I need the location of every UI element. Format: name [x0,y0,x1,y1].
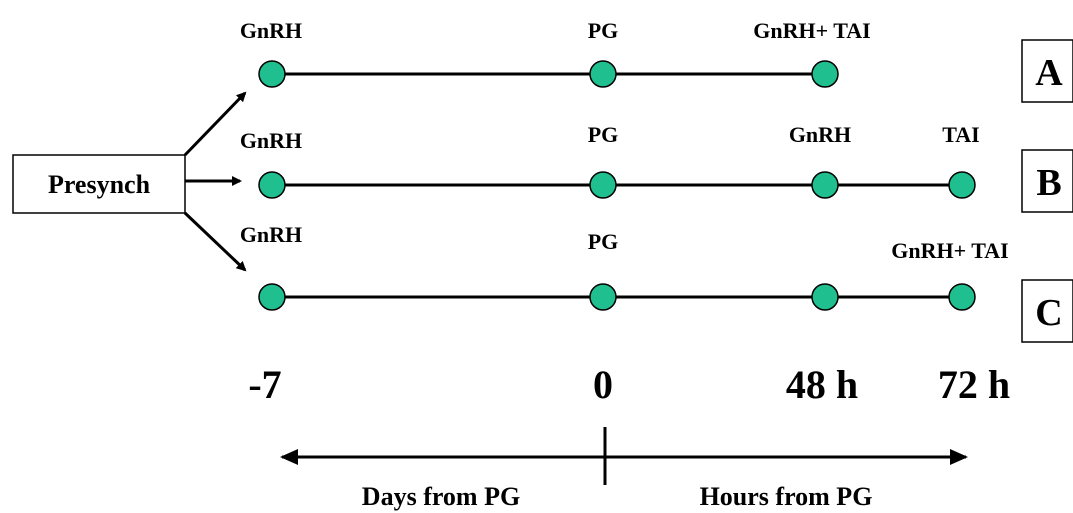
time-direction-arrow [280,427,968,485]
row-b-point-tai [948,171,976,199]
row-b-label-pg: PG [588,122,619,147]
row-a-id-box [1021,39,1073,103]
row-b-point-pg [589,171,617,199]
row-b: GnRH PG GnRH TAI B [240,122,1073,213]
row-c-point-gnrh-tai [948,283,976,311]
row-b-label-gnrh: GnRH [789,122,851,147]
row-a-point-pg [589,60,617,88]
row-c-id: C [1035,292,1062,334]
row-c-label-gnrh-tai: GnRH+ TAI [891,238,1008,263]
presynch-box: Presynch [12,154,186,214]
row-a-point-gnrh [258,60,286,88]
row-a: GnRH PG GnRH+ TAI A [240,18,1073,103]
row-b-point-gnrh-2 [811,171,839,199]
row-c-id-box [1021,279,1073,343]
arrow-to-row-c [183,211,247,272]
hours-from-pg-label: Hours from PG [700,482,873,511]
presynch-label: Presynch [48,170,151,199]
row-c-point-pg [589,283,617,311]
row-b-label-tai: TAI [942,122,980,147]
time-label-48h: 48 h [786,362,858,407]
row-b-id: B [1036,162,1061,204]
row-c-point-gnrh [258,283,286,311]
row-a-point-gnrh-tai [811,60,839,88]
time-label-0: 0 [593,362,613,407]
row-c-label-gnrh: GnRH [240,222,302,247]
row-b-point-gnrh [258,171,286,199]
row-a-id: A [1035,52,1063,94]
row-c-point-gnrh-2 [811,283,839,311]
row-a-label-gnrh: GnRH [240,18,302,43]
row-b-id-box [1021,149,1073,213]
row-a-label-gnrh-tai: GnRH+ TAI [753,18,870,43]
row-c-label-pg: PG [588,229,619,254]
row-c: GnRH PG GnRH+ TAI C [240,222,1073,343]
time-label-72h: 72 h [938,362,1010,407]
row-a-label-pg: PG [588,18,619,43]
row-b-label-gnrh: GnRH [240,128,302,153]
days-from-pg-label: Days from PG [362,482,520,511]
arrow-to-row-a [183,91,247,157]
time-label-minus-7: -7 [248,362,281,407]
